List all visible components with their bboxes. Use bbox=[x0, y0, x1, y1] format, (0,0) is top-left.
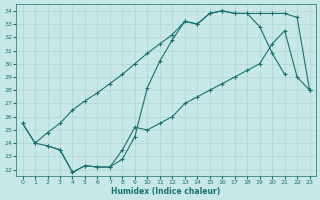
X-axis label: Humidex (Indice chaleur): Humidex (Indice chaleur) bbox=[111, 187, 221, 196]
